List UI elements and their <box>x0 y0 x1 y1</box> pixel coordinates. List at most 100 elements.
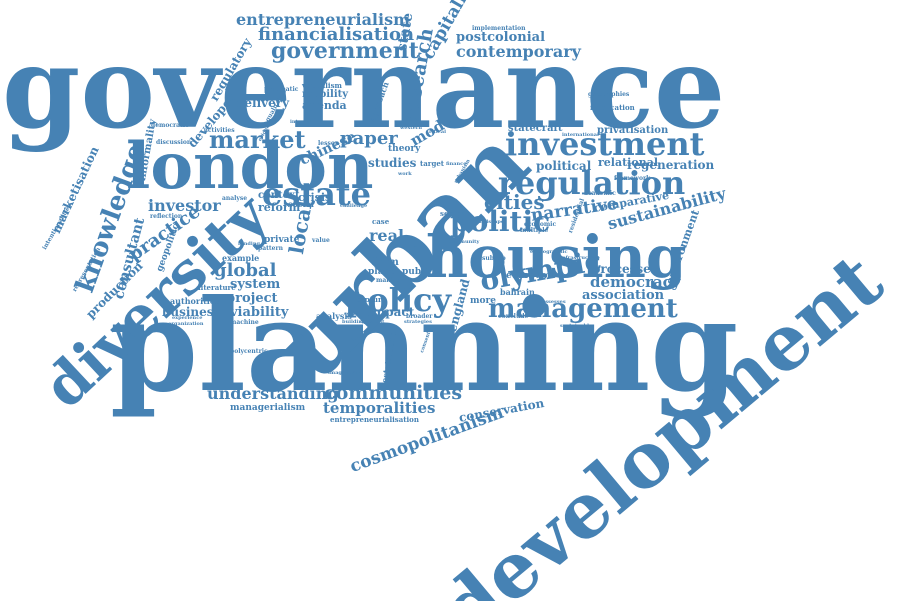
word-communities: communities <box>324 382 463 404</box>
word-regeneration: regeneration <box>627 158 715 172</box>
word-geographies: geographies <box>588 91 630 98</box>
word-mobility: mobility <box>302 89 349 100</box>
word-london: london <box>126 129 374 204</box>
word-machine: machine <box>230 319 259 326</box>
word-bahrain: bahrain <box>500 287 535 297</box>
word-implication: implication <box>590 103 635 112</box>
word-building: building <box>342 319 366 325</box>
word-implementation: implementation <box>472 25 526 32</box>
word-regulation: regulation <box>498 164 686 202</box>
word-european: european <box>506 271 554 281</box>
word-ethnographic: ethnographic <box>530 249 568 255</box>
word-privatisation: privatisation <box>597 125 669 136</box>
word-value: value <box>312 237 330 244</box>
word-theory: theory <box>388 144 421 154</box>
word-impact: impact <box>368 305 415 319</box>
word-more: more <box>470 296 496 306</box>
word-project: project <box>226 291 278 306</box>
word-paper: paper <box>340 128 398 149</box>
word-literature: literature <box>198 283 236 292</box>
word-processes: processes <box>592 262 658 276</box>
word-democratic: democratic <box>151 122 189 129</box>
word-public: public <box>402 267 434 277</box>
word-reform: reform <box>258 201 301 214</box>
word-association: association <box>582 288 665 303</box>
word-work: work <box>398 171 412 177</box>
word-actor: actor <box>410 243 425 249</box>
word-investor: investor <box>148 196 221 215</box>
word-viability: viability <box>230 305 289 320</box>
word-academic: academic <box>584 190 616 197</box>
word-investment: investment <box>505 125 705 163</box>
word-capture: capture <box>356 295 387 304</box>
word-experience: experience <box>172 315 203 321</box>
word-landscape: landscape <box>476 219 505 225</box>
word-financialisation: financialisation <box>258 24 415 45</box>
word-imaginaries: imaginaries <box>328 370 362 376</box>
word-housing: housing <box>426 223 687 291</box>
word-political: political <box>536 159 592 173</box>
word-economic: economic <box>524 221 557 228</box>
word-social: social <box>288 199 314 209</box>
word-western: western <box>400 125 423 131</box>
word-broader: broader <box>406 313 433 320</box>
word-system: system <box>230 277 281 292</box>
word-policy: policy <box>345 281 452 319</box>
word-organization: organization <box>168 321 204 327</box>
word-entrepreneurialisation: entrepreneurialisation <box>330 415 419 424</box>
word-place: place <box>368 267 395 277</box>
word-postcolonial: postcolonial <box>456 30 546 45</box>
word-example: example <box>222 253 260 263</box>
word-polycentric: polycentric <box>230 348 268 355</box>
word-planning: planning <box>110 272 739 420</box>
word-business: business <box>162 305 221 319</box>
word-authorities: authorities <box>170 296 220 306</box>
word-strategies: strategies <box>404 319 432 325</box>
word-finance: finance <box>446 161 467 167</box>
word-agenda: agenda <box>302 99 347 112</box>
word-conclude: conclude <box>498 313 529 320</box>
word-pragmatic: pragmatic <box>264 86 299 93</box>
word-reflection: reflection <box>150 213 183 220</box>
word-interest: interest <box>290 119 312 125</box>
word-delivery: delivery <box>236 96 290 110</box>
word-different: different <box>360 319 385 325</box>
word-managerialism: managerialism <box>230 403 306 413</box>
word-funding: funding <box>238 241 260 247</box>
word-estate: estate <box>262 175 372 213</box>
word-multiple: multiple <box>520 227 549 234</box>
word-critical: critical <box>426 129 446 135</box>
word-suburb: suburb <box>482 255 506 262</box>
word-statecraft: statecraft <box>508 123 563 134</box>
word-sector: sector <box>440 209 465 218</box>
word-lesson: lesson <box>318 140 340 147</box>
word-private: private <box>264 235 300 245</box>
word-entrepreneurialism: entrepreneurialism <box>236 10 411 29</box>
word-context: context <box>258 190 300 201</box>
word-temporalities: temporalities <box>323 399 436 417</box>
word-international: international <box>562 132 599 138</box>
word-making: making <box>376 277 402 284</box>
word-activities: activities <box>204 127 235 134</box>
word-scale: scale <box>344 311 359 317</box>
word-discussion: discussion <box>156 139 192 146</box>
word-studies: studies <box>368 156 417 170</box>
word-relational: relational <box>598 156 659 169</box>
word-global: global <box>214 260 277 281</box>
word-politic: politic <box>450 205 551 238</box>
word-framework: framework <box>614 175 651 182</box>
word-case: case <box>372 217 390 226</box>
word-analyse: analyse <box>222 195 248 202</box>
word-democracy: democracy <box>590 273 681 291</box>
word-management: management <box>488 294 678 324</box>
word-market: market <box>209 125 306 154</box>
word-target: target <box>420 159 445 168</box>
word-virtualism: virtualism <box>302 81 342 90</box>
word-infrastructure: infrastructure <box>560 255 600 261</box>
word-pattern: pattern <box>258 245 283 252</box>
word-cities: cities <box>484 190 545 214</box>
word-government: government <box>271 38 419 64</box>
word-form: form <box>372 257 399 268</box>
word-contemporary: contemporary <box>456 42 581 61</box>
word-understanding: understanding <box>207 384 339 403</box>
